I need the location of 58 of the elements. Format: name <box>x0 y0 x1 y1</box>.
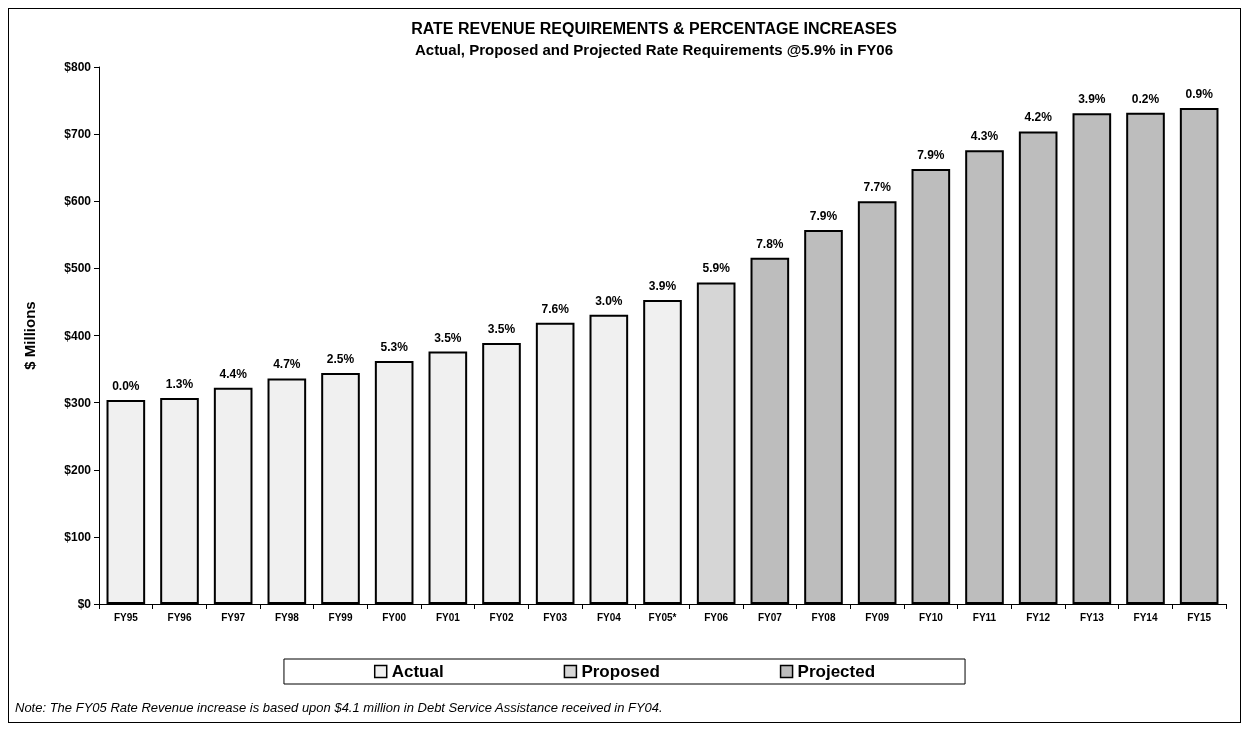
annotation: 4.3% <box>970 129 999 144</box>
x-tick-label: FY00 <box>382 611 407 623</box>
annotation: 0.9% <box>1185 86 1214 101</box>
x-tick-label: FY95 <box>113 611 139 623</box>
x-tick-label: FY02 <box>489 611 514 623</box>
y-tick-label: $200 <box>64 462 92 477</box>
legend-label: Proposed <box>581 662 660 681</box>
annotation: 3.0% <box>595 293 623 308</box>
annotation: 3.5% <box>487 321 516 336</box>
x-tick-label: FY10 <box>918 611 944 623</box>
y-tick-label: $600 <box>64 194 92 209</box>
annotation: 7.9% <box>917 148 945 163</box>
legend-label: Actual <box>391 662 444 681</box>
y-tick-label: $300 <box>64 395 92 410</box>
annotation: 4.4% <box>219 366 248 381</box>
x-tick-label: FY01 <box>435 611 461 623</box>
x-tick-label: FY13 <box>1079 611 1105 623</box>
x-tick-label: FY12 <box>1026 611 1051 623</box>
legend-label: Projected <box>797 662 876 681</box>
chart-subtitle: Actual, Proposed and Projected Rate Requirements @5.9% in FY06 <box>414 41 894 58</box>
x-tick-label: FY99 <box>328 611 353 623</box>
annotation: 7.9% <box>809 209 838 224</box>
x-tick-label: FY08 <box>811 611 836 623</box>
annotation: 2.5% <box>326 352 355 367</box>
x-tick-label: FY09 <box>865 611 890 623</box>
x-tick-label: FY07 <box>757 611 783 623</box>
y-axis-title: $ Millions <box>21 301 38 370</box>
x-tick-label: FY05* <box>648 611 677 623</box>
chart-title: RATE REVENUE REQUIREMENTS & PERCENTAGE INCREASES <box>411 19 898 37</box>
x-tick-label: FY03 <box>543 611 568 623</box>
x-tick-label: FY96 <box>167 611 192 623</box>
y-tick-label: $100 <box>64 529 92 544</box>
annotation: 3.5% <box>434 330 462 345</box>
annotation: 3.9% <box>1078 92 1106 107</box>
annotation: 7.8% <box>756 236 784 251</box>
x-tick-label: FY04 <box>596 611 622 623</box>
y-tick-label: $400 <box>64 328 92 343</box>
y-tick-label: $800 <box>64 60 92 74</box>
text: Note: The FY05 Rate Revenue increase is based upon $4.1 million in Debt Service Assistance received in FY04. <box>15 700 663 715</box>
annotation: 4.7% <box>273 357 301 372</box>
annotation: 4.2% <box>1024 110 1053 125</box>
annotation: 0.2% <box>1131 91 1160 106</box>
x-tick-label: FY11 <box>972 611 997 623</box>
y-tick-label: $500 <box>64 261 92 276</box>
annotation: 7.6% <box>541 301 570 316</box>
annotation: 3.9% <box>648 278 677 293</box>
annotation: 7.7% <box>863 180 892 195</box>
x-tick-label: FY98 <box>274 611 300 623</box>
x-tick-label: FY97 <box>221 611 246 623</box>
y-tick-label: $0 <box>77 597 92 611</box>
x-tick-label: FY06 <box>704 611 729 623</box>
annotation: 5.3% <box>380 340 409 355</box>
x-tick-label: FY14 <box>1133 611 1158 623</box>
annotation: 5.9% <box>702 261 731 276</box>
x-tick-label: FY15 <box>1187 611 1212 623</box>
annotation: 0.0% <box>112 378 140 393</box>
y-tick-label: $700 <box>64 127 92 142</box>
annotation: 1.3% <box>165 376 194 391</box>
